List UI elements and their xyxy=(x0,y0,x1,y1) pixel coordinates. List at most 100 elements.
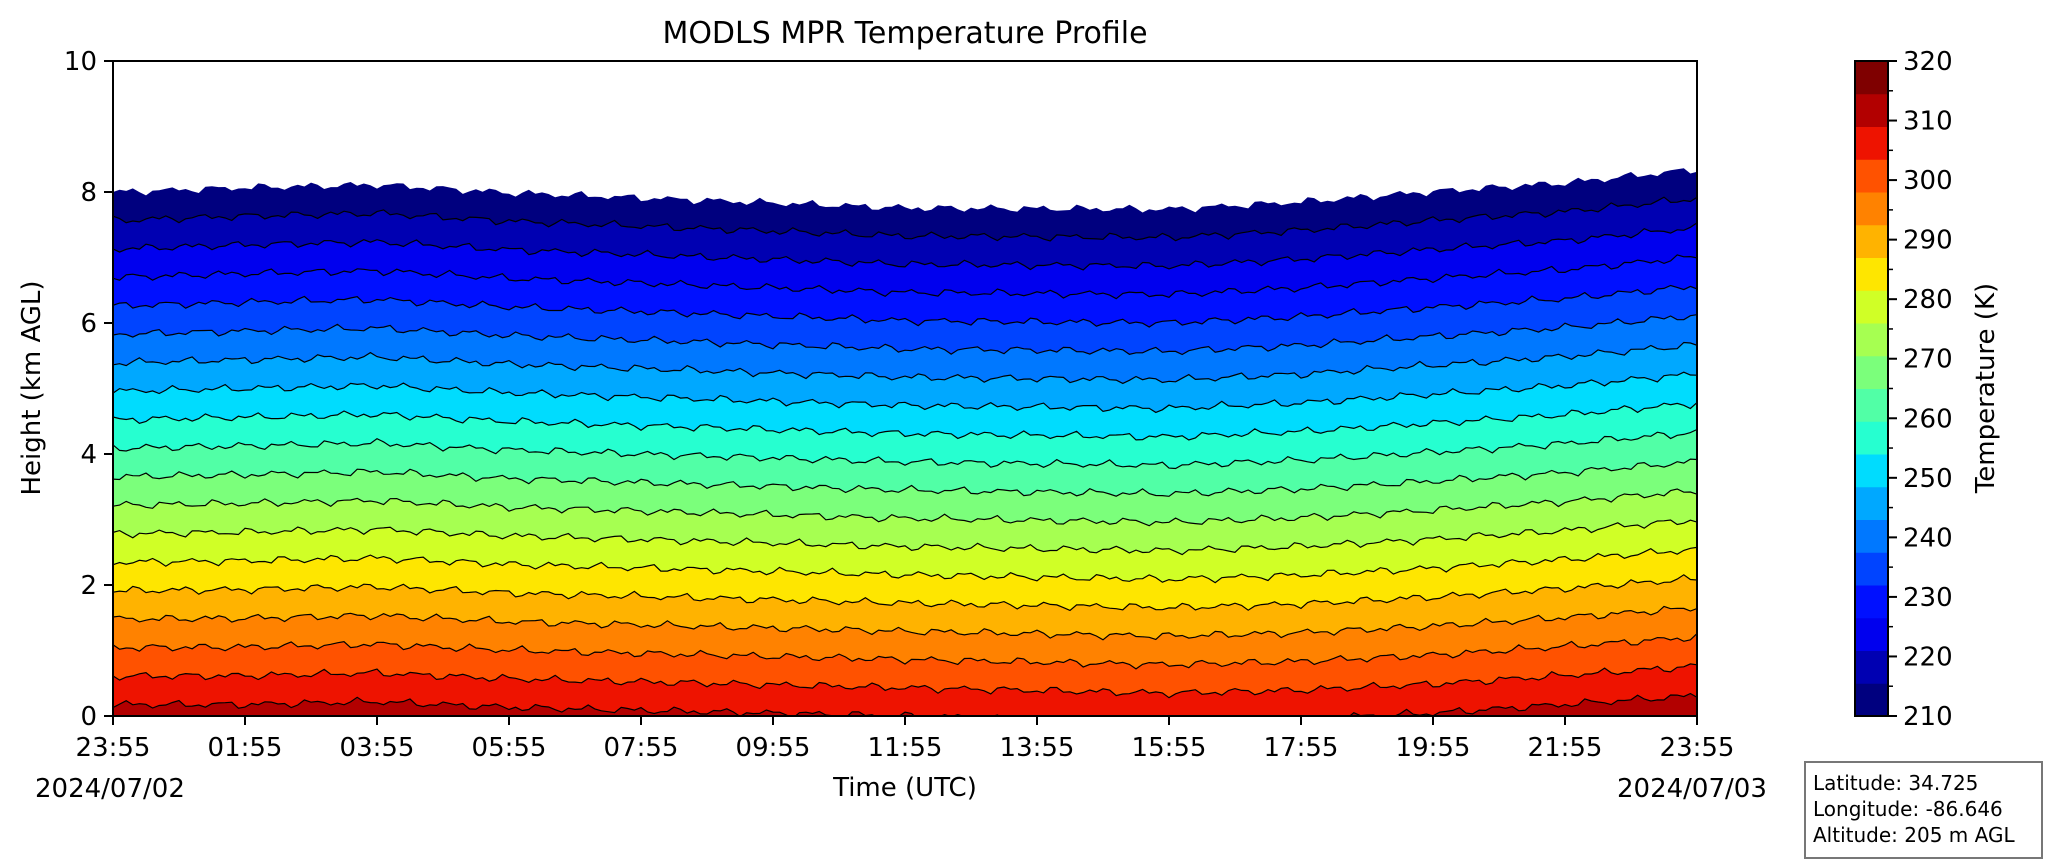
temperature-band xyxy=(113,489,1697,555)
contour-line xyxy=(113,546,1697,584)
contour-line xyxy=(113,519,1697,556)
x-tick-label: 09:55 xyxy=(736,733,811,763)
temperature-band xyxy=(113,197,1697,270)
x-tick-label: 17:55 xyxy=(1264,733,1339,763)
y-axis-label: Height (km AGL) xyxy=(17,280,47,495)
temperature-band xyxy=(113,547,1697,611)
x-tick-label: 05:55 xyxy=(472,733,547,763)
colorbar: 210 220 230 240 250 260 270 280 290 300 310 320 xyxy=(1854,47,1953,732)
colorbar-segment xyxy=(1855,355,1888,389)
colorbar-tick-label: 300 xyxy=(1903,166,1953,196)
contour-line xyxy=(113,633,1697,670)
colorbar-segment xyxy=(1855,486,1888,520)
contour-line xyxy=(113,402,1697,441)
x-axis-label: Time (UTC) xyxy=(832,773,977,803)
contour-line xyxy=(113,222,1697,271)
colorbar-tick-label: 320 xyxy=(1903,47,1953,77)
colorbar-segment xyxy=(1855,323,1888,357)
x-tick-label: 23:55 xyxy=(76,733,151,763)
contour-line xyxy=(113,605,1697,641)
colorbar-tick-label: 290 xyxy=(1903,226,1953,256)
x-tick-label: 23:55 xyxy=(1660,733,1735,763)
contour-line xyxy=(113,196,1697,242)
x-tick-label: 07:55 xyxy=(604,733,679,763)
start-date-label: 2024/07/02 xyxy=(35,774,185,804)
x-tick-label: 11:55 xyxy=(868,733,943,763)
contour-line xyxy=(113,428,1697,470)
colorbar-tick-label: 250 xyxy=(1903,464,1953,494)
location-info-frame xyxy=(1804,761,2043,859)
y-tick-label: 6 xyxy=(80,309,97,339)
temperature-band xyxy=(113,606,1697,669)
latitude-text: Latitude: 34.725 xyxy=(1813,771,1978,795)
altitude-text: Altitude: 205 m AGL xyxy=(1813,823,2015,847)
temperature-band xyxy=(113,285,1697,355)
colorbar-tick-label: 220 xyxy=(1903,642,1953,672)
y-axis-ticks: 0 2 4 6 8 10 xyxy=(64,47,113,732)
colorbar-segment xyxy=(1855,585,1888,619)
y-tick-label: 0 xyxy=(80,702,97,732)
colorbar-segment xyxy=(1855,519,1888,553)
contour-line xyxy=(113,574,1697,612)
contour-line xyxy=(113,284,1697,328)
x-tick-label: 03:55 xyxy=(340,733,415,763)
colorbar-segment xyxy=(1855,650,1888,684)
colorbar-segment xyxy=(1855,552,1888,586)
colorbar-segment xyxy=(1855,683,1888,717)
temperature-band xyxy=(113,459,1697,526)
contour-line xyxy=(113,488,1697,527)
colorbar-segment xyxy=(1855,61,1888,95)
colorbar-segment xyxy=(1855,159,1888,193)
temperature-band xyxy=(113,168,1697,241)
temperature-band xyxy=(113,402,1697,469)
contour-line xyxy=(113,254,1697,300)
x-axis-ticks: 23:55 01:55 03:55 05:55 07:55 09:55 11:55 13:55… xyxy=(76,716,1735,763)
x-tick-label: 13:55 xyxy=(1000,733,1075,763)
colorbar-segment xyxy=(1855,224,1888,258)
colorbar-segment xyxy=(1855,617,1888,651)
y-tick-label: 10 xyxy=(64,47,97,77)
colorbar-tick-label: 210 xyxy=(1903,702,1953,732)
temperature-band xyxy=(113,633,1697,698)
colorbar-segment xyxy=(1855,126,1888,160)
colorbar-segment xyxy=(1855,192,1888,226)
colorbar-tick-label: 240 xyxy=(1903,523,1953,553)
colorbar-tick-label: 270 xyxy=(1903,345,1953,375)
colorbar-tick-label: 260 xyxy=(1903,404,1953,434)
end-date-label: 2024/07/03 xyxy=(1617,774,1767,804)
contour-line xyxy=(113,663,1697,699)
location-info-box: Latitude: 34.725 Longitude: -86.646 Alti… xyxy=(1804,761,2043,859)
contour-line xyxy=(113,371,1697,414)
longitude-text: Longitude: -86.646 xyxy=(1813,797,2003,821)
colorbar-tick-label: 310 xyxy=(1903,107,1953,137)
x-tick-label: 21:55 xyxy=(1528,733,1603,763)
contour-line xyxy=(113,341,1697,385)
chart-title: MODLS MPR Temperature Profile xyxy=(662,16,1147,51)
colorbar-label: Temperature (K) xyxy=(1971,283,2001,494)
temperature-band xyxy=(113,429,1697,497)
y-tick-label: 2 xyxy=(80,571,97,601)
colorbar-segment xyxy=(1855,421,1888,455)
contour-line xyxy=(113,314,1697,356)
x-tick-label: 01:55 xyxy=(208,733,283,763)
x-tick-label: 15:55 xyxy=(1132,733,1207,763)
contour-line xyxy=(113,458,1697,497)
colorbar-segment xyxy=(1855,290,1888,324)
temperature-band xyxy=(113,663,1697,716)
colorbar-segment xyxy=(1855,454,1888,488)
y-tick-label: 4 xyxy=(80,440,97,470)
colorbar-segment xyxy=(1855,388,1888,422)
colorbar-tick-label: 280 xyxy=(1903,285,1953,315)
colorbar-tick-label: 230 xyxy=(1903,583,1953,613)
colorbar-segment xyxy=(1855,93,1888,127)
temperature-band xyxy=(113,254,1697,327)
y-tick-label: 8 xyxy=(80,178,97,208)
x-tick-label: 19:55 xyxy=(1396,733,1471,763)
temperature-bands xyxy=(113,168,1697,716)
temperature-band xyxy=(113,520,1697,583)
colorbar-segment xyxy=(1855,257,1888,291)
temperature-band xyxy=(113,342,1697,413)
temperature-band xyxy=(113,314,1697,384)
temperature-band xyxy=(113,693,1697,716)
